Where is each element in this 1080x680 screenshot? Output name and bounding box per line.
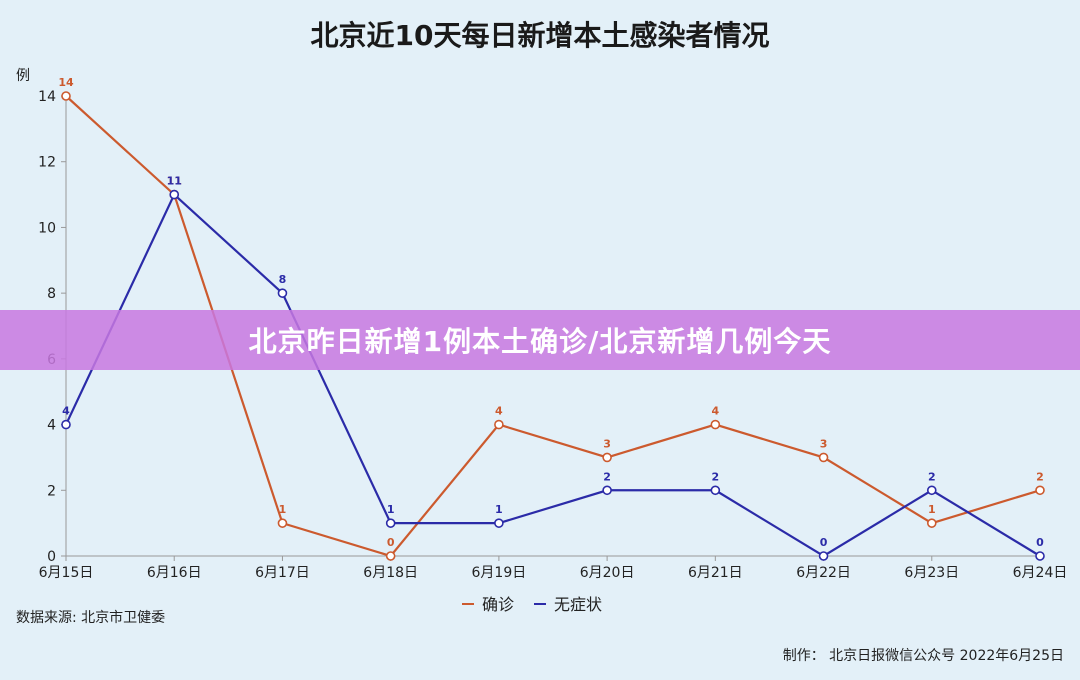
data-label: 0	[820, 536, 828, 549]
data-point	[710, 419, 721, 430]
legend-label: 确诊	[482, 595, 514, 614]
title-banner: 北京昨日新增1例本土确诊/北京新增几例今天	[0, 310, 1080, 370]
data-point	[1035, 551, 1045, 561]
data-point	[602, 452, 612, 463]
data-label: 4	[62, 405, 70, 418]
data-point	[277, 288, 288, 298]
data-point	[818, 551, 829, 561]
data-point	[385, 518, 396, 528]
data-point	[818, 452, 829, 463]
data-point	[277, 518, 288, 528]
data-label: 1	[928, 503, 936, 516]
y-axis-label: 例	[16, 68, 30, 84]
x-tick-label: 6月23日	[904, 565, 959, 581]
y-tick-label: 0	[47, 549, 56, 565]
legend-label: 无症状	[554, 595, 602, 614]
data-label: 0	[1036, 536, 1044, 549]
x-axis-ticks: 6月15日 6月16日 6月17日 6月18日 6月19日 6月20日 6月21日 6月22日…	[39, 556, 1068, 581]
x-tick-label: 6月18日	[363, 565, 418, 581]
credit-note: 制作： 北京日报微信公众号 2022年6月25日	[783, 648, 1064, 664]
data-label: 3	[820, 437, 828, 450]
series-line-1	[65, 192, 1041, 558]
data-label: 4	[712, 405, 720, 418]
data-point	[1035, 485, 1045, 496]
data-point	[61, 419, 71, 430]
data-point	[494, 518, 504, 528]
data-point	[926, 485, 937, 496]
x-tick-label: 6月16日	[147, 565, 202, 581]
data-label: 1	[387, 503, 395, 516]
data-point	[926, 518, 937, 528]
y-tick-label: 2	[47, 483, 56, 499]
data-label: 2	[603, 470, 611, 483]
banner-text: 北京昨日新增1例本土确诊/北京新增几例今天	[248, 325, 832, 358]
data-label: 2	[1036, 470, 1044, 483]
data-label: 0	[387, 536, 395, 549]
y-tick-label: 12	[38, 155, 56, 171]
data-label: 11	[167, 175, 182, 188]
x-tick-label: 6月21日	[688, 565, 743, 581]
x-tick-label: 6月24日	[1013, 565, 1068, 581]
data-label: 14	[58, 76, 74, 89]
data-label: 2	[712, 470, 720, 483]
legend: 确诊 无症状	[462, 595, 602, 614]
y-tick-label: 8	[47, 286, 56, 302]
data-point	[602, 485, 612, 496]
chart-title: 北京近10天每日新增本土感染者情况	[311, 19, 770, 52]
source-note: 数据来源: 北京市卫健委	[16, 609, 165, 626]
y-tick-label: 10	[38, 220, 56, 236]
data-label: 2	[928, 470, 936, 483]
x-tick-label: 6月17日	[255, 565, 310, 581]
y-tick-label: 4	[47, 418, 56, 434]
data-label: 4	[495, 405, 503, 418]
data-label: 8	[279, 273, 287, 286]
data-label: 1	[495, 503, 503, 516]
data-point	[494, 419, 504, 430]
data-label: 1	[279, 503, 287, 516]
x-tick-label: 6月22日	[796, 565, 851, 581]
data-point	[710, 485, 721, 496]
data-label: 11	[167, 175, 182, 188]
data-point	[61, 91, 71, 101]
x-tick-label: 6月19日	[472, 565, 527, 581]
y-tick-label: 14	[38, 89, 56, 105]
x-tick-label: 6月20日	[580, 565, 635, 581]
x-tick-label: 6月15日	[39, 565, 94, 581]
data-label: 3	[603, 437, 611, 450]
data-point	[169, 189, 180, 200]
data-point	[385, 551, 396, 561]
